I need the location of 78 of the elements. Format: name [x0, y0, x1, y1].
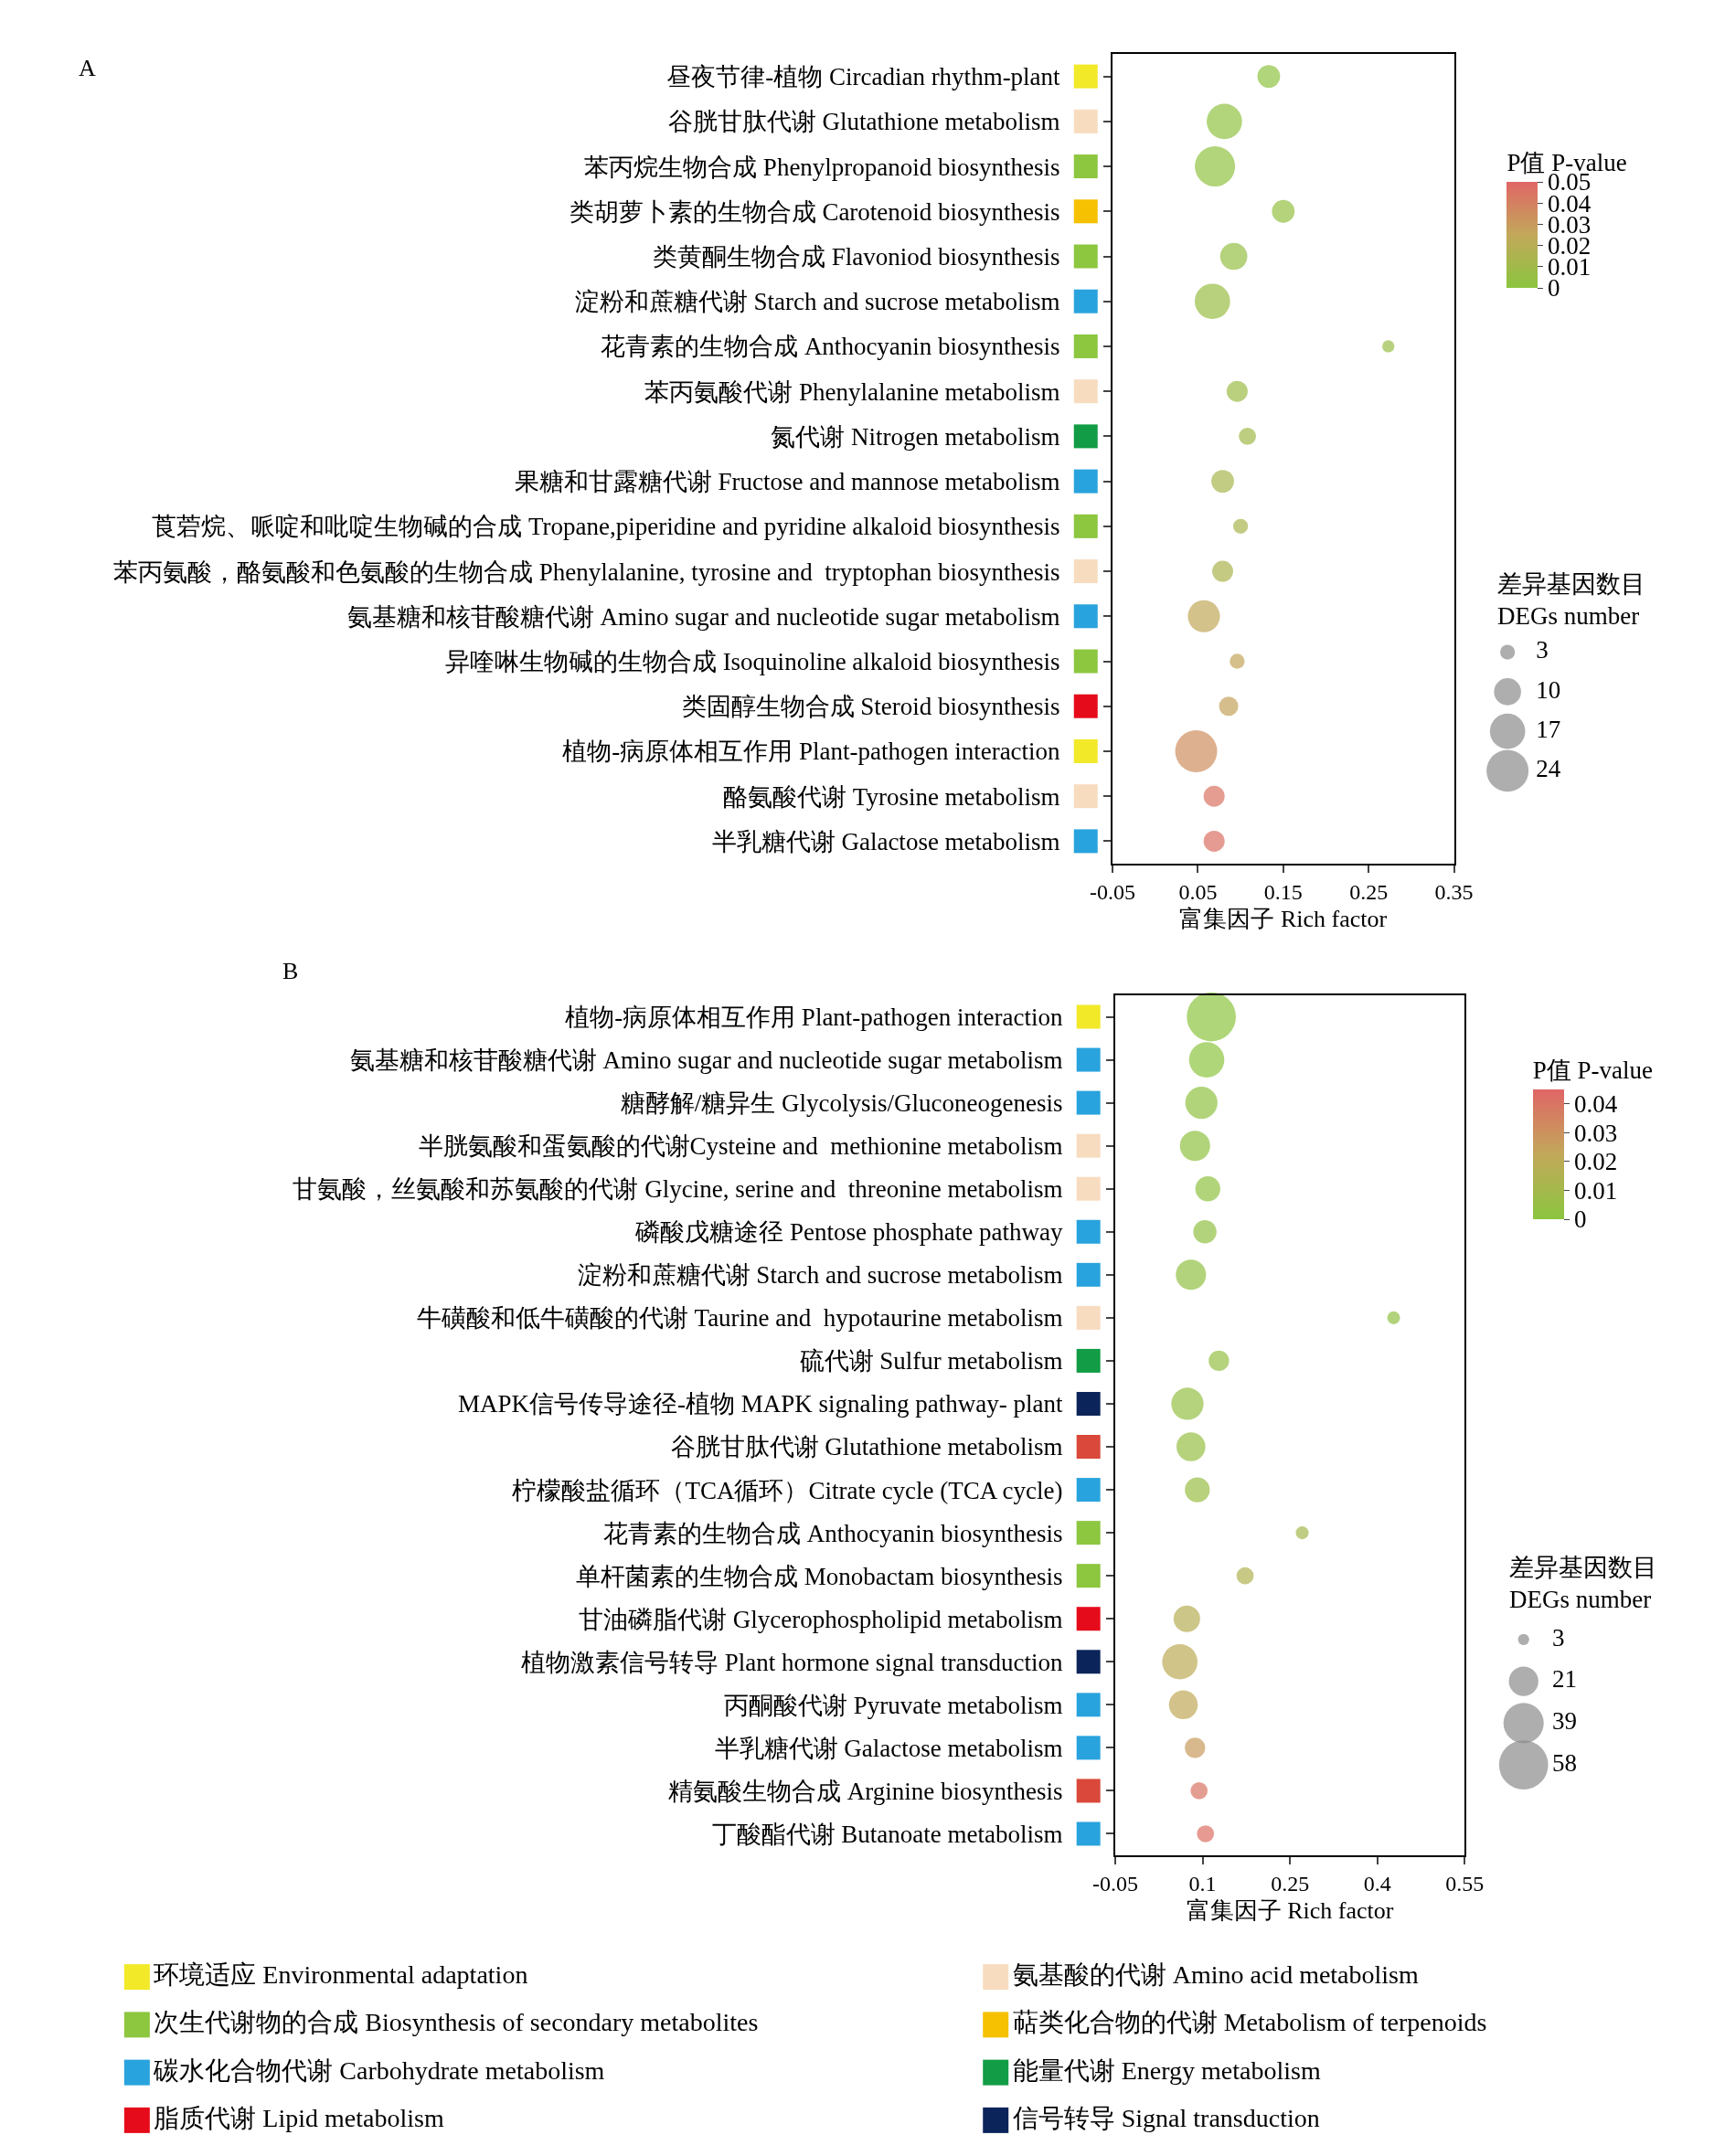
- y-tick-label: 花青素的生物合成 Anthocyanin biosynthesis: [601, 333, 1060, 361]
- y-tick-label: 类固醇生物合成 Steroid biosynthesis: [681, 693, 1060, 721]
- category-label: 信号转导 Signal transduction: [1012, 2103, 1320, 2132]
- legend-label: 17: [1536, 715, 1561, 743]
- y-tick-label: 淀粉和蔗糖代谢 Starch and sucrose metabolism: [577, 1261, 1063, 1290]
- y-tick-label: 花青素的生物合成 Anthocyanin biosynthesis: [603, 1519, 1063, 1547]
- legend-label: 3: [1536, 636, 1549, 664]
- x-tick-label: 0.25: [1349, 879, 1389, 904]
- y-tick-label: 类胡萝卜素的生物合成 Carotenoid biosynthesis: [569, 197, 1060, 226]
- legend-title: 差异基因数目 DEGs number: [1509, 1554, 1657, 1614]
- y-tick-label: MAPK信号传导途径-植物 MAPK signaling pathway- plant: [458, 1390, 1064, 1418]
- x-tick-label: 0.1: [1188, 1871, 1217, 1896]
- text: A: [79, 55, 96, 81]
- legend-label: 39: [1551, 1707, 1577, 1736]
- y-tick-label: 氮代谢 Nitrogen metabolism: [771, 422, 1060, 451]
- y-tick-label: 植物-病原体相互作用 Plant-pathogen interaction: [565, 1003, 1064, 1031]
- x-tick-label: 0.4: [1363, 1871, 1391, 1896]
- x-tick-label: 0.15: [1263, 879, 1303, 904]
- color-bar-title: P值 P-value: [1532, 1057, 1653, 1085]
- category-label: 碳水化合物代谢 Carbohydrate metabolism: [153, 2055, 605, 2085]
- y-tick-label: 氨基糖和核苷酸糖代谢 Amino sugar and nucleotide sugar metabolism: [346, 602, 1060, 631]
- y-tick-label: 丁酸酯代谢 Butanoate metabolism: [711, 1820, 1063, 1848]
- x-tick-label: 0.35: [1434, 879, 1474, 904]
- category-label: 脂质代谢 Lipid metabolism: [154, 2103, 444, 2132]
- color-bar-label: 0.04: [1547, 189, 1592, 218]
- legend-label: 3: [1551, 1623, 1565, 1652]
- y-tick-label: 精氨酸生物合成 Arginine biosynthesis: [668, 1777, 1063, 1805]
- legend-label: 21: [1551, 1665, 1577, 1694]
- y-tick-label: 牛磺酸和低牛磺酸的代谢 Taurine and hypotaurine metabolism: [416, 1304, 1063, 1333]
- y-tick-label: 莨菪烷、哌啶和吡啶生物碱的合成 Tropane,piperidine and pyridine alkaloid biosynthesis: [152, 513, 1060, 541]
- y-tick-label: 甘氨酸，丝氨酸和苏氨酸的代谢 Glycine, serine and threonine metabolism: [293, 1175, 1063, 1204]
- color-bar-label: 0.03: [1573, 1119, 1618, 1147]
- color-bar-label: 0.01: [1573, 1176, 1618, 1205]
- category-label: 萜类化合物的代谢 Metabolism of terpenoids: [1012, 2008, 1487, 2037]
- x-tick-label: -0.05: [1091, 1871, 1138, 1896]
- y-tick-label: 淀粉和蔗糖代谢 Starch and sucrose metabolism: [574, 288, 1060, 316]
- y-tick-label: 丙酮酸代谢 Pyruvate metabolism: [724, 1691, 1063, 1719]
- x-tick-label: -0.05: [1090, 879, 1136, 904]
- y-tick-label: 谷胱甘肽代谢 Glutathione metabolism: [670, 1433, 1063, 1461]
- y-tick-label: 柠檬酸盐循环（TCA循环）Citrate cycle (TCA cycle): [512, 1476, 1063, 1504]
- x-tick-label: 0.25: [1271, 1871, 1310, 1896]
- y-tick-label: 半胱氨酸和蛋氨酸的代谢Cysteine and methionine metabolism: [418, 1132, 1063, 1161]
- x-axis-title: 富集因子 Rich factor: [1186, 1897, 1394, 1924]
- y-tick-label: 甘油磷脂代谢 Glycerophospholipid metabolism: [579, 1605, 1063, 1633]
- y-tick-label: 苯丙氨酸，酪氨酸和色氨酸的生物合成 Phenylalanine, tyrosine and tryptophan biosynthesis: [112, 558, 1060, 586]
- x-tick-label: 0.55: [1445, 1871, 1485, 1896]
- legend-label: 24: [1536, 755, 1561, 783]
- y-tick-label: 磷酸戊糖途径 Pentose phosphate pathway: [634, 1218, 1064, 1247]
- y-tick-label: 半乳糖代谢 Galactose metabolism: [711, 827, 1060, 855]
- y-tick-label: 苯丙氨酸代谢 Phenylalanine metabolism: [644, 377, 1060, 406]
- y-tick-label: 酪氨酸代谢 Tyrosine metabolism: [723, 782, 1060, 811]
- category-label: 次生代谢物的合成 Biosynthesis of secondary metabolites: [154, 2008, 759, 2037]
- y-tick-label: 类黄酮生物合成 Flavoniod biosynthesis: [653, 242, 1060, 271]
- y-tick-label: 氨基糖和核苷酸糖代谢 Amino sugar and nucleotide sugar metabolism: [349, 1046, 1063, 1075]
- y-tick-label: 单杆菌素的生物合成 Monobactam biosynthesis: [576, 1562, 1063, 1590]
- legend-label: 58: [1551, 1748, 1577, 1777]
- legend-title: 差异基因数目 DEGs number: [1497, 570, 1645, 631]
- y-tick-label: 昼夜节律-植物 Circadian rhythm-plant: [666, 63, 1061, 91]
- y-tick-label: 半乳糖代谢 Galactose metabolism: [714, 1734, 1063, 1762]
- y-tick-label: 植物激素信号转导 Plant hormone signal transduction: [521, 1648, 1064, 1676]
- legend-label: 10: [1536, 675, 1561, 704]
- color-bar-label: 0: [1547, 274, 1560, 303]
- y-tick-label: 植物-病原体相互作用 Plant-pathogen interaction: [562, 738, 1061, 766]
- category-label: 环境适应 Environmental adaptation: [154, 1960, 528, 1990]
- y-tick-label: 谷胱甘肽代谢 Glutathione metabolism: [667, 108, 1060, 136]
- y-tick-label: 糖酵解/糖异生 Glycolysis/Gluconeogenesis: [620, 1089, 1063, 1118]
- x-axis-title: 富集因子 Rich factor: [1179, 906, 1388, 932]
- y-tick-label: 异喹啉生物碱的生物合成 Isoquinoline alkaloid biosynthesis: [444, 647, 1060, 675]
- text: B: [282, 958, 299, 984]
- x-tick-label: 0.05: [1178, 879, 1218, 904]
- y-tick-label: 果糖和甘露糖代谢 Fructose and mannose metabolism: [514, 468, 1060, 496]
- y-tick-label: 硫代谢 Sulfur metabolism: [799, 1347, 1063, 1375]
- y-tick-label: 苯丙烷生物合成 Phenylpropanoid biosynthesis: [584, 153, 1060, 181]
- color-bar-label: 0.04: [1573, 1090, 1618, 1119]
- category-label: 能量代谢 Energy metabolism: [1012, 2055, 1321, 2085]
- category-label: 氨基酸的代谢 Amino acid metabolism: [1012, 1960, 1420, 1990]
- color-bar-label: 0: [1573, 1205, 1587, 1234]
- color-bar-label: 0.02: [1573, 1148, 1618, 1176]
